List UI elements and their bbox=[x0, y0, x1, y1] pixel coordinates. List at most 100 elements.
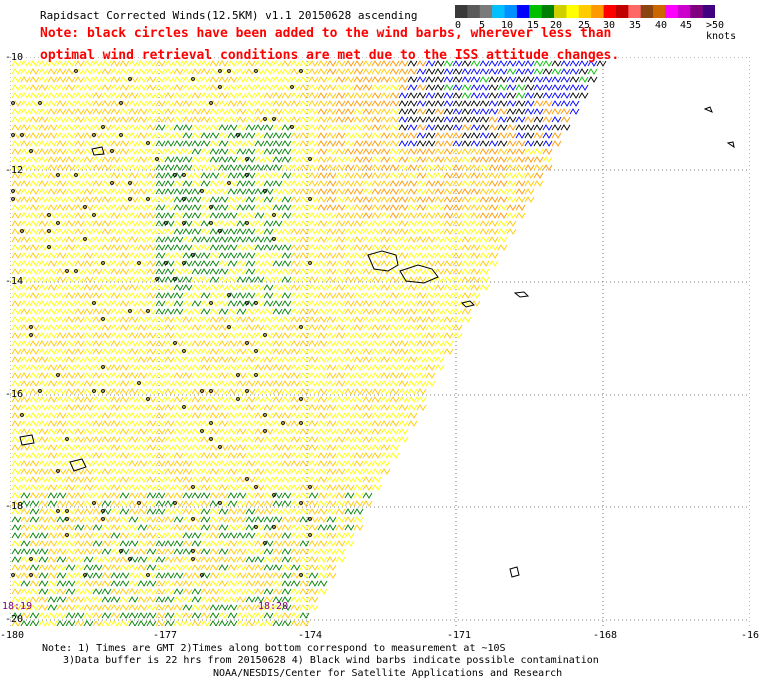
wind-barb bbox=[407, 292, 418, 299]
wind-barb bbox=[227, 556, 238, 563]
wind-barb bbox=[398, 116, 409, 123]
wind-barb bbox=[362, 348, 373, 355]
wind-barb bbox=[317, 452, 328, 459]
wind-barb bbox=[425, 100, 436, 107]
wind-barb bbox=[317, 188, 328, 195]
wind-barb bbox=[119, 316, 130, 323]
wind-barb bbox=[227, 388, 238, 395]
wind-barb bbox=[110, 204, 121, 211]
wind-barb bbox=[344, 388, 355, 395]
wind-barb bbox=[272, 172, 283, 179]
wind-barb bbox=[110, 428, 121, 435]
lon-label-171: -171 bbox=[447, 630, 472, 641]
wind-barb bbox=[263, 380, 274, 387]
wind-barb bbox=[326, 204, 337, 211]
wind-barb bbox=[308, 132, 319, 139]
wind-barb bbox=[74, 236, 85, 243]
wind-barb bbox=[380, 156, 391, 163]
wind-barb bbox=[173, 372, 184, 379]
wind-barb bbox=[56, 388, 67, 395]
wind-barb bbox=[263, 364, 274, 371]
wind-barb bbox=[371, 148, 382, 155]
wind-barb bbox=[326, 396, 337, 403]
wind-barb bbox=[200, 548, 211, 555]
wind-barb bbox=[119, 364, 130, 371]
wind-barb bbox=[74, 604, 85, 611]
wind-barb bbox=[461, 236, 472, 243]
wind-barb bbox=[353, 492, 364, 499]
wind-barb bbox=[101, 364, 112, 371]
wind-barb bbox=[191, 92, 202, 99]
wind-barb bbox=[209, 476, 220, 483]
wind-barb bbox=[164, 420, 175, 427]
wind-barb bbox=[155, 196, 166, 203]
wind-barb bbox=[218, 300, 229, 307]
wind-barb bbox=[11, 396, 22, 403]
wind-barb bbox=[326, 268, 337, 275]
wind-barb bbox=[290, 76, 301, 83]
wind-barb bbox=[191, 380, 202, 387]
wind-barb bbox=[506, 180, 517, 187]
wind-barb bbox=[506, 204, 517, 211]
wind-barb bbox=[128, 292, 139, 299]
wind-barb bbox=[254, 340, 265, 347]
wind-barb bbox=[119, 612, 130, 619]
wind-barb bbox=[353, 60, 364, 67]
wind-barb bbox=[317, 588, 328, 595]
wind-barb bbox=[425, 156, 436, 163]
wind-barb bbox=[191, 388, 202, 395]
wind-barb bbox=[173, 212, 184, 219]
wind-barb bbox=[200, 436, 211, 443]
wind-barb bbox=[452, 108, 463, 115]
wind-barb bbox=[254, 500, 265, 507]
colorbar-swatch bbox=[665, 5, 679, 18]
wind-barb bbox=[119, 564, 130, 571]
wind-barb bbox=[137, 556, 148, 563]
wind-barb bbox=[434, 324, 445, 331]
wind-barb bbox=[65, 212, 76, 219]
wind-barb bbox=[308, 332, 319, 339]
wind-barb bbox=[101, 564, 112, 571]
wind-barb bbox=[29, 164, 40, 171]
wind-barb bbox=[407, 332, 418, 339]
wind-barb bbox=[65, 220, 76, 227]
wind-barb bbox=[182, 516, 193, 523]
wind-barb bbox=[479, 196, 490, 203]
wind-barb bbox=[344, 300, 355, 307]
wind-barb bbox=[155, 308, 166, 315]
wind-barb bbox=[92, 236, 103, 243]
wind-barb bbox=[407, 404, 418, 411]
wind-barb bbox=[470, 108, 481, 115]
wind-barb bbox=[236, 428, 247, 435]
wind-barb bbox=[137, 204, 148, 211]
wind-barb bbox=[425, 332, 436, 339]
wind-barb bbox=[191, 212, 202, 219]
wind-barb bbox=[398, 236, 409, 243]
contamination-circle bbox=[155, 277, 159, 281]
wind-barb bbox=[488, 188, 499, 195]
wind-barb bbox=[335, 100, 346, 107]
wind-barb bbox=[29, 76, 40, 83]
wind-barb bbox=[182, 588, 193, 595]
wind-barb bbox=[101, 324, 112, 331]
wind-barb bbox=[353, 444, 364, 451]
wind-barb bbox=[209, 364, 220, 371]
wind-barb bbox=[443, 92, 454, 99]
wind-barb bbox=[47, 284, 58, 291]
wind-barb bbox=[65, 76, 76, 83]
wind-barb bbox=[182, 572, 193, 579]
wind-barb bbox=[245, 620, 256, 626]
wind-barb bbox=[560, 116, 571, 123]
wind-barb bbox=[128, 204, 139, 211]
wind-barb bbox=[182, 476, 193, 483]
colorbar-label: 10 bbox=[501, 20, 514, 31]
wind-barb bbox=[299, 380, 310, 387]
wind-barb bbox=[263, 308, 274, 315]
wind-barb bbox=[524, 164, 535, 171]
wind-barb bbox=[146, 372, 157, 379]
wind-barb bbox=[74, 100, 85, 107]
wind-barb bbox=[245, 316, 256, 323]
wind-barb bbox=[74, 108, 85, 115]
wind-barb bbox=[281, 596, 292, 603]
wind-barb bbox=[515, 140, 526, 147]
